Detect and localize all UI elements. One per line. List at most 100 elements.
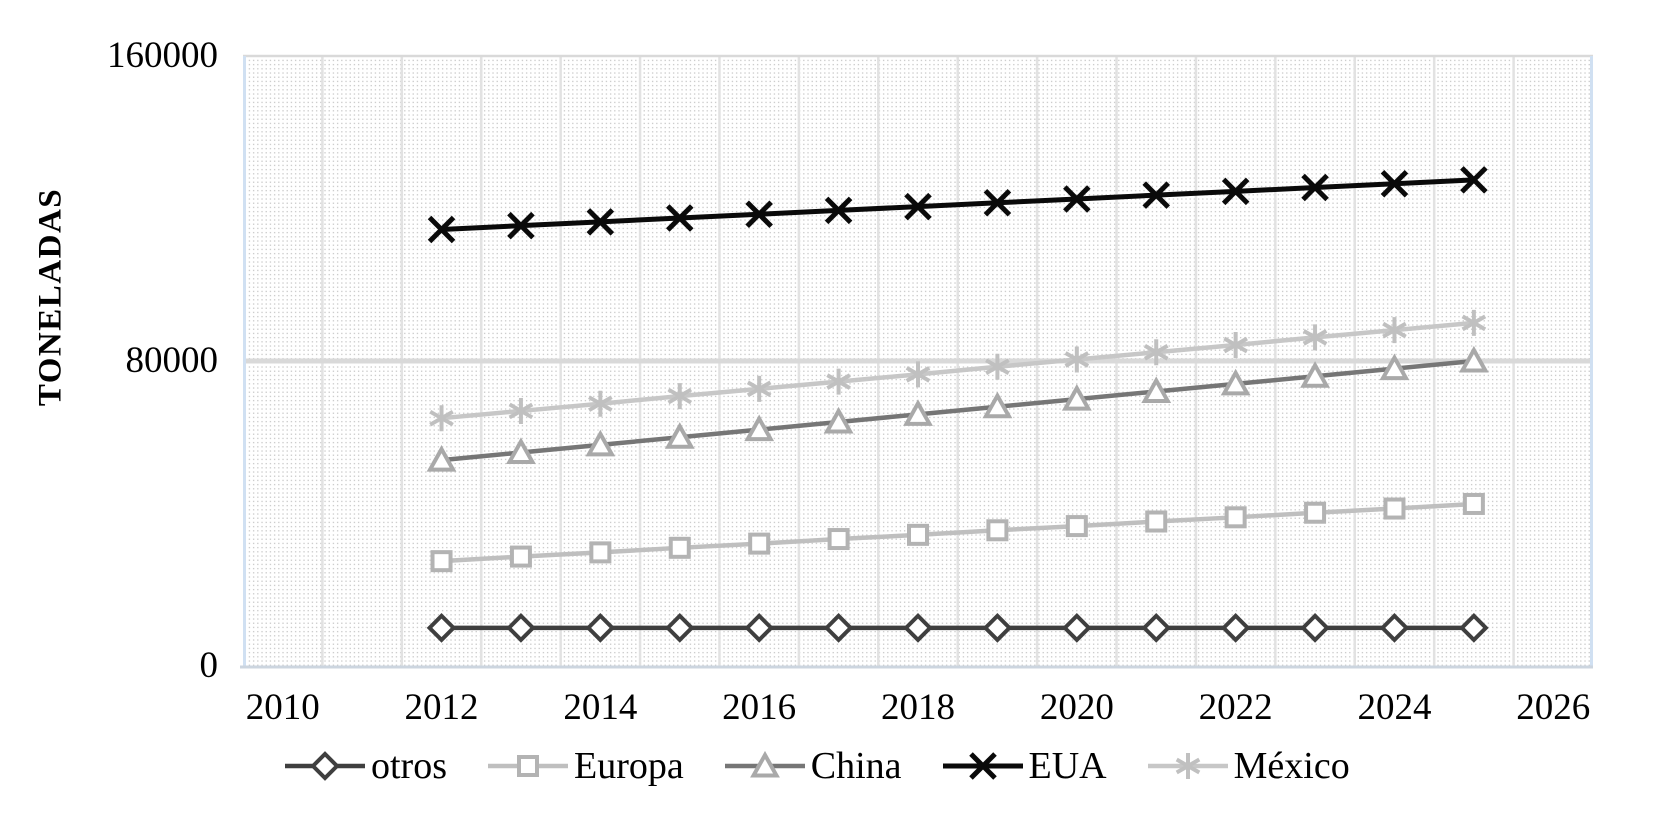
marker-diamond: [585, 613, 616, 643]
legend-marker-diamond-icon: [285, 751, 365, 781]
x-tick-label: 2018: [881, 687, 955, 728]
marker-x: [904, 192, 932, 221]
marker-asterisk: [1064, 346, 1090, 373]
x-tick-label: 2024: [1357, 687, 1432, 728]
marker-triangle: [744, 414, 775, 442]
x-tick-label: 2016: [722, 687, 797, 728]
marker-asterisk: [1382, 317, 1407, 344]
series-line: [441, 358, 1475, 463]
marker-asterisk: [508, 397, 534, 424]
series-Europa: [441, 501, 1475, 564]
legend-marker-asterisk-icon: [1147, 753, 1228, 779]
marker-triangle: [585, 429, 616, 457]
marker-x: [824, 196, 853, 225]
y-tick-label: 80000: [125, 340, 219, 381]
marker-diamond: [1220, 613, 1251, 643]
marker-x: [1221, 177, 1250, 206]
legend-marker-square-icon: [488, 755, 568, 777]
marker-triangle: [426, 445, 457, 472]
marker-square: [589, 541, 612, 564]
marker-square: [668, 536, 691, 559]
series-EUA: [441, 177, 1475, 232]
marker-triangle: [903, 399, 933, 426]
legend-label: Europa: [574, 745, 684, 787]
legend-item-Europa: Europa: [487, 742, 684, 790]
marker-diamond: [744, 613, 775, 643]
y-tick-label: 160000: [107, 35, 218, 76]
marker-asterisk: [1223, 331, 1248, 358]
marker-square: [517, 755, 539, 777]
marker-diamond: [903, 613, 933, 643]
legend-item-EUA: EUA: [942, 742, 1107, 790]
marker-diamond: [823, 613, 854, 643]
marker-x: [1063, 185, 1091, 213]
marker-triangle: [1458, 345, 1489, 373]
marker-triangle: [1220, 368, 1251, 396]
marker-x: [1142, 181, 1171, 209]
x-tick-label: 2010: [245, 687, 320, 728]
marker-diamond: [310, 751, 340, 781]
marker-triangle: [1061, 384, 1092, 411]
marker-square: [907, 523, 929, 546]
series-line: [441, 320, 1475, 421]
marker-diamond: [1379, 613, 1410, 643]
plot-borders: [240, 56, 1593, 669]
marker-diamond: [1141, 613, 1172, 643]
marker-asterisk: [667, 383, 693, 410]
x-tick-label: 2014: [563, 687, 638, 728]
series-line: [441, 501, 1475, 564]
marker-diamond: [506, 613, 536, 643]
series-markers-Europa: [430, 492, 1485, 573]
legend-label: China: [810, 745, 902, 787]
legend-label: EUA: [1028, 745, 1107, 787]
marker-asterisk: [1143, 339, 1169, 366]
series-markers-EUA: [427, 166, 1488, 244]
series-line: [441, 177, 1475, 232]
marker-asterisk: [985, 353, 1010, 380]
series-México: [441, 320, 1475, 421]
marker-x: [983, 189, 1012, 217]
marker-x: [1460, 166, 1488, 194]
marker-square: [1224, 506, 1247, 529]
marker-asterisk: [1175, 753, 1200, 779]
marker-diamond: [1300, 613, 1330, 643]
marker-square: [827, 528, 850, 551]
y-tick-label: 0: [199, 645, 219, 686]
marker-diamond: [664, 613, 695, 643]
marker-square: [1383, 497, 1406, 520]
x-tick-label: 2020: [1039, 687, 1114, 728]
marker-x: [586, 208, 615, 236]
marker-diamond: [1459, 613, 1489, 643]
x-tick-label: 2026: [1516, 687, 1591, 728]
legend-marker-triangle-icon: [724, 750, 805, 778]
horizontal-gridlines: [243, 54, 1593, 364]
marker-square: [986, 519, 1009, 542]
marker-triangle: [749, 750, 780, 778]
x-tick-label: 2022: [1198, 687, 1273, 728]
series-markers-México: [429, 309, 1487, 432]
marker-square: [1462, 492, 1485, 515]
marker-x: [745, 200, 773, 228]
chart-legend: otros Europa China EUA México: [284, 742, 1350, 790]
marker-x: [968, 752, 997, 780]
legend-label: otros: [371, 745, 447, 787]
marker-x: [1380, 169, 1409, 198]
marker-square: [1145, 510, 1168, 533]
legend-item-otros: otros: [284, 742, 447, 790]
marker-asterisk: [1302, 324, 1328, 351]
marker-x: [507, 211, 535, 240]
marker-diamond: [982, 613, 1013, 643]
marker-triangle: [823, 406, 854, 434]
marker-triangle: [1300, 361, 1330, 388]
marker-triangle: [982, 391, 1013, 419]
series-markers-China: [426, 345, 1489, 472]
marker-x: [1301, 173, 1329, 202]
marker-square: [509, 545, 532, 568]
marker-asterisk: [588, 390, 613, 417]
legend-label: México: [1233, 745, 1350, 787]
series-China: [441, 358, 1475, 463]
x-tick-label: 2012: [404, 687, 479, 728]
marker-triangle: [506, 437, 536, 464]
